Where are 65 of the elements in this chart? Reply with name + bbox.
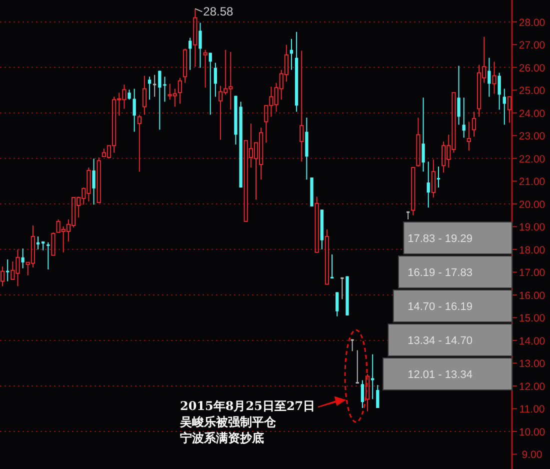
annotation: 吴峻乐被强制平仓 <box>179 415 277 429</box>
candlestick <box>502 88 506 126</box>
candlestick <box>6 258 10 282</box>
candlestick <box>498 72 501 110</box>
candlestick <box>330 254 334 278</box>
y-tick-label: 12.01 - 13.34 <box>408 368 472 381</box>
candlestick <box>488 57 491 98</box>
candlestick <box>431 159 436 198</box>
candlestick <box>376 384 380 409</box>
candlestick <box>426 161 430 208</box>
candlestick <box>193 8 198 68</box>
candlestick <box>336 292 339 317</box>
candlestick <box>300 50 304 162</box>
y-tick-label: 19.00 <box>518 222 546 234</box>
candlestick <box>492 61 496 94</box>
candlestick <box>422 97 425 172</box>
candlestick <box>360 380 364 409</box>
y-tick-label: 17.83 - 19.29 <box>408 232 472 245</box>
candlestick <box>462 97 466 138</box>
y-tick-label: 25.00 <box>518 85 546 98</box>
candlestick <box>36 236 40 250</box>
y-tick-label: 16.00 <box>518 290 546 302</box>
candlestick <box>198 22 202 68</box>
candlestick <box>46 242 50 270</box>
candlestick <box>188 37 192 70</box>
candlestick <box>214 62 218 98</box>
y-tick-label: 14.00 <box>518 335 546 348</box>
candlestick <box>340 276 344 300</box>
y-tick-label: 16.19 - 17.83 <box>408 266 472 279</box>
candlestick <box>371 354 374 400</box>
y-tick-label: 22.00 <box>518 153 546 166</box>
y-tick-label: 10.00 <box>518 426 546 438</box>
candlestick <box>457 65 460 126</box>
candlestick <box>21 248 24 269</box>
annotation: 宁波系满资抄底 <box>180 431 264 445</box>
y-tick-label: 13.34 - 14.70 <box>408 334 472 347</box>
y-tick-label: 13.00 <box>518 358 546 370</box>
candlestick <box>472 111 476 138</box>
candlestick <box>142 75 147 116</box>
y-tick-label: 28.00 <box>518 16 546 29</box>
candlestick <box>208 52 212 116</box>
y-tick-label: 18.00 <box>518 244 546 256</box>
candlestick <box>0 266 5 287</box>
candlestick <box>148 76 152 100</box>
y-tick-label: 26.00 <box>518 62 546 74</box>
y-tick-label: 14.70 - 16.19 <box>408 300 472 313</box>
candlestick <box>466 121 471 152</box>
annotation: 28.58 <box>203 4 234 19</box>
candlestick <box>92 158 96 206</box>
candlestick <box>128 89 131 100</box>
y-tick-label: 20.00 <box>518 198 546 211</box>
y-tick-label: 11.00 <box>519 404 545 416</box>
y-tick-label: 17.00 <box>518 267 546 280</box>
candlestick <box>132 88 136 132</box>
y-tick-label: 23.00 <box>518 130 546 143</box>
y-tick-label: 15.00 <box>518 312 546 325</box>
y-tick-label: 24.00 <box>518 108 546 120</box>
candlestick <box>153 74 156 98</box>
y-tick-label: 21.00 <box>518 176 546 188</box>
y-tick-label: 27.00 <box>518 40 546 52</box>
y-tick-label: 12.00 <box>518 380 546 393</box>
candlestick <box>436 166 440 188</box>
candlestick <box>356 350 359 384</box>
annotation: 2015年8月25日至27日 <box>180 399 316 413</box>
y-tick-label: 9.00 <box>522 449 542 462</box>
